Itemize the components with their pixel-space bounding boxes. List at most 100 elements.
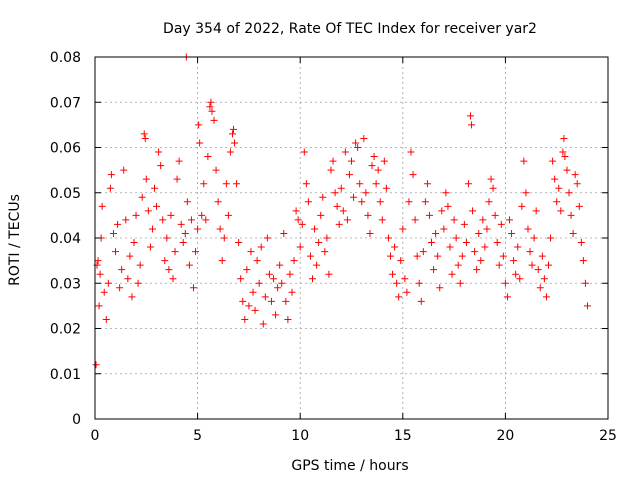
data-point [469,207,477,215]
data-point [183,198,191,206]
data-point [290,257,298,265]
data-point [98,202,106,210]
data-point [112,248,120,256]
data-point [360,134,368,142]
data-point [331,189,339,197]
data-point [265,270,273,278]
data-point [257,243,265,251]
data-point [272,311,280,319]
data-point [319,193,327,201]
data-point [483,225,491,233]
x-tick-label: 5 [193,428,202,444]
data-point [195,121,203,129]
data-point [567,211,575,219]
y-tick-label: 0.02 [50,322,81,338]
data-point [226,148,234,156]
data-point [241,315,249,323]
y-axis-label: ROTI / TECUs [7,194,23,286]
data-point [450,216,458,224]
data-point [161,257,169,265]
data-point [372,180,380,188]
data-point [124,275,132,283]
data-point [528,261,536,269]
data-point [192,248,200,256]
data-point [255,279,263,287]
data-point [284,315,292,323]
data-point [438,207,446,215]
data-point [116,284,124,292]
data-point [142,175,150,183]
data-point [526,248,534,256]
data-point [467,112,475,120]
data-point [267,297,275,305]
y-tick-label: 0.07 [50,95,81,111]
y-tick-label: 0.05 [50,186,81,202]
data-point [477,257,485,265]
data-point [518,202,526,210]
data-point [175,157,183,165]
y-tick-label: 0.04 [50,231,81,247]
data-point [114,220,122,228]
data-point [454,261,462,269]
data-point [253,257,261,265]
data-point [573,180,581,188]
data-point [187,216,195,224]
data-point [218,257,226,265]
data-point [243,266,251,274]
data-point [274,284,282,292]
data-point [313,261,321,269]
data-point [159,216,167,224]
x-tick-label: 10 [291,428,309,444]
x-axis-label: GPS time / hours [291,458,408,474]
data-point [306,252,314,260]
data-point [151,184,159,192]
data-point [233,180,241,188]
data-point [458,252,466,260]
data-point [362,189,370,197]
data-point [210,116,218,124]
data-point [169,275,177,283]
x-tick-label: 0 [91,428,100,444]
x-tick-label: 20 [496,428,514,444]
data-point [140,130,148,138]
data-point [259,320,267,328]
data-point [489,184,497,192]
data-point [583,302,591,310]
data-point [153,202,161,210]
data-point [120,166,128,174]
data-point [555,184,563,192]
data-point [96,270,104,278]
data-point [403,288,411,296]
data-point [298,220,306,228]
data-point [358,198,366,206]
data-point [230,125,238,133]
data-point [491,211,499,219]
data-point [309,275,317,283]
data-point [317,211,325,219]
data-point [534,266,542,274]
data-point [270,275,278,283]
data-point [446,243,454,251]
data-point [206,103,214,111]
data-point [551,175,559,183]
data-point [473,266,481,274]
data-point [393,279,401,287]
data-point [95,302,103,310]
data-point [532,207,540,215]
data-point [577,239,585,247]
data-point [278,279,286,287]
data-point [109,229,117,237]
data-point [508,229,516,237]
data-point [462,239,470,247]
data-point [118,266,126,274]
y-tick-label: 0.08 [50,50,81,66]
data-point [549,157,557,165]
data-point [122,216,130,224]
chart-title: Day 354 of 2022, Rate Of TEC Index for r… [163,21,537,37]
data-point [341,148,349,156]
data-point [376,198,384,206]
data-point [442,189,450,197]
data-point [126,252,134,260]
